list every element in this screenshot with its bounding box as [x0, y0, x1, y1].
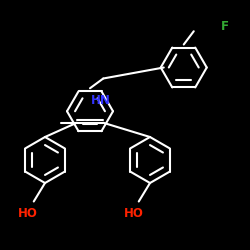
Text: HO: HO — [124, 207, 144, 220]
Text: HO: HO — [18, 207, 38, 220]
Text: F: F — [221, 20, 229, 33]
Text: HN: HN — [91, 94, 111, 106]
